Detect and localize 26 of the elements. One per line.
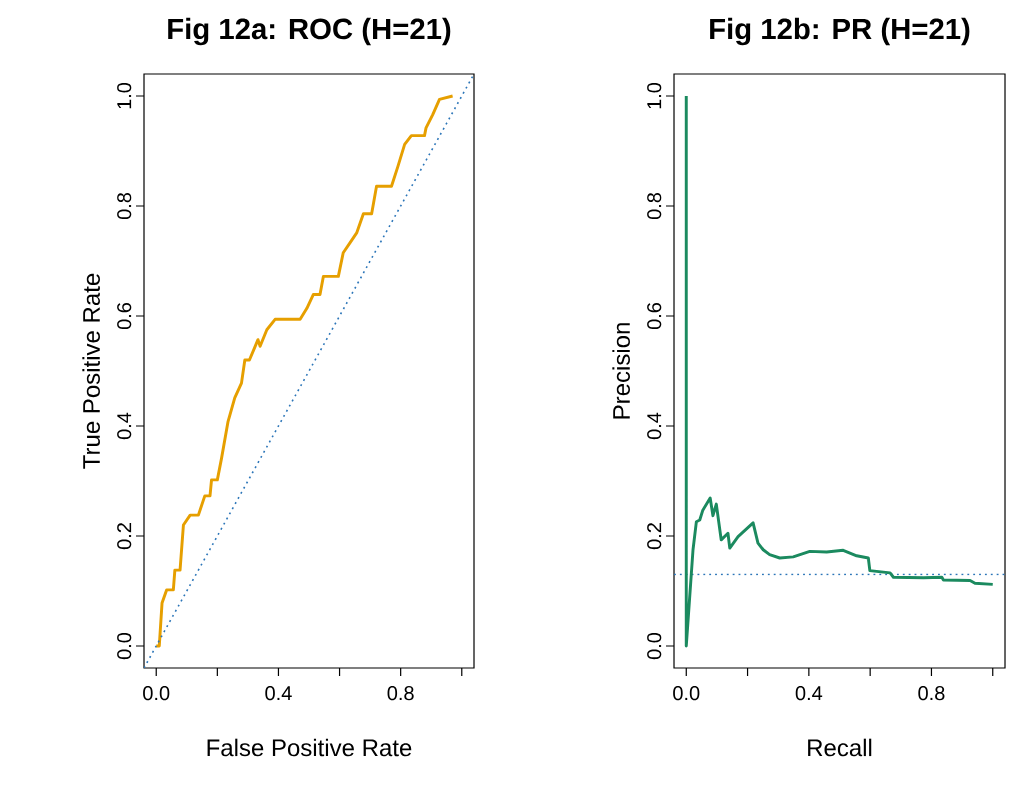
x-tick-label: 0.4 (795, 686, 823, 701)
x-tick-label: 0.8 (918, 686, 945, 701)
y-tick-label: 0.4 (647, 412, 662, 440)
y-tick-label: 1.0 (647, 82, 662, 109)
y-tick-label: 0.6 (647, 302, 662, 330)
y-tick-label: 0.8 (647, 192, 662, 220)
x-tick-label: 0.0 (673, 686, 700, 701)
y-tick-label: 0.6 (117, 302, 132, 330)
chart-title: Fig 12a: ROC (H=21) (168, 17, 451, 46)
y-tick-label: 0.2 (117, 523, 132, 550)
x-tick-label: 0.8 (387, 686, 414, 701)
y-tick-label: 1.0 (117, 82, 132, 109)
y-tick-label: 0.0 (647, 632, 662, 660)
y-tick-label: 0.4 (117, 412, 132, 440)
line-series (154, 94, 455, 648)
y-axis-title: True Positive Rate (82, 273, 100, 469)
y-axis-title: Precision (612, 323, 630, 419)
x-tick-label: 0.0 (143, 686, 170, 701)
y-tick-label: 0.2 (647, 523, 662, 550)
x-axis-title: False Positive Rate (207, 738, 412, 757)
y-tick-label: 0.0 (117, 632, 132, 660)
y-tick-label: 0.8 (117, 192, 132, 220)
x-axis-title: Recall (808, 738, 872, 757)
line-series (684, 94, 995, 648)
x-tick-label: 0.4 (265, 686, 292, 701)
chart-title: Fig 12b: PR (H=21) (710, 17, 970, 46)
